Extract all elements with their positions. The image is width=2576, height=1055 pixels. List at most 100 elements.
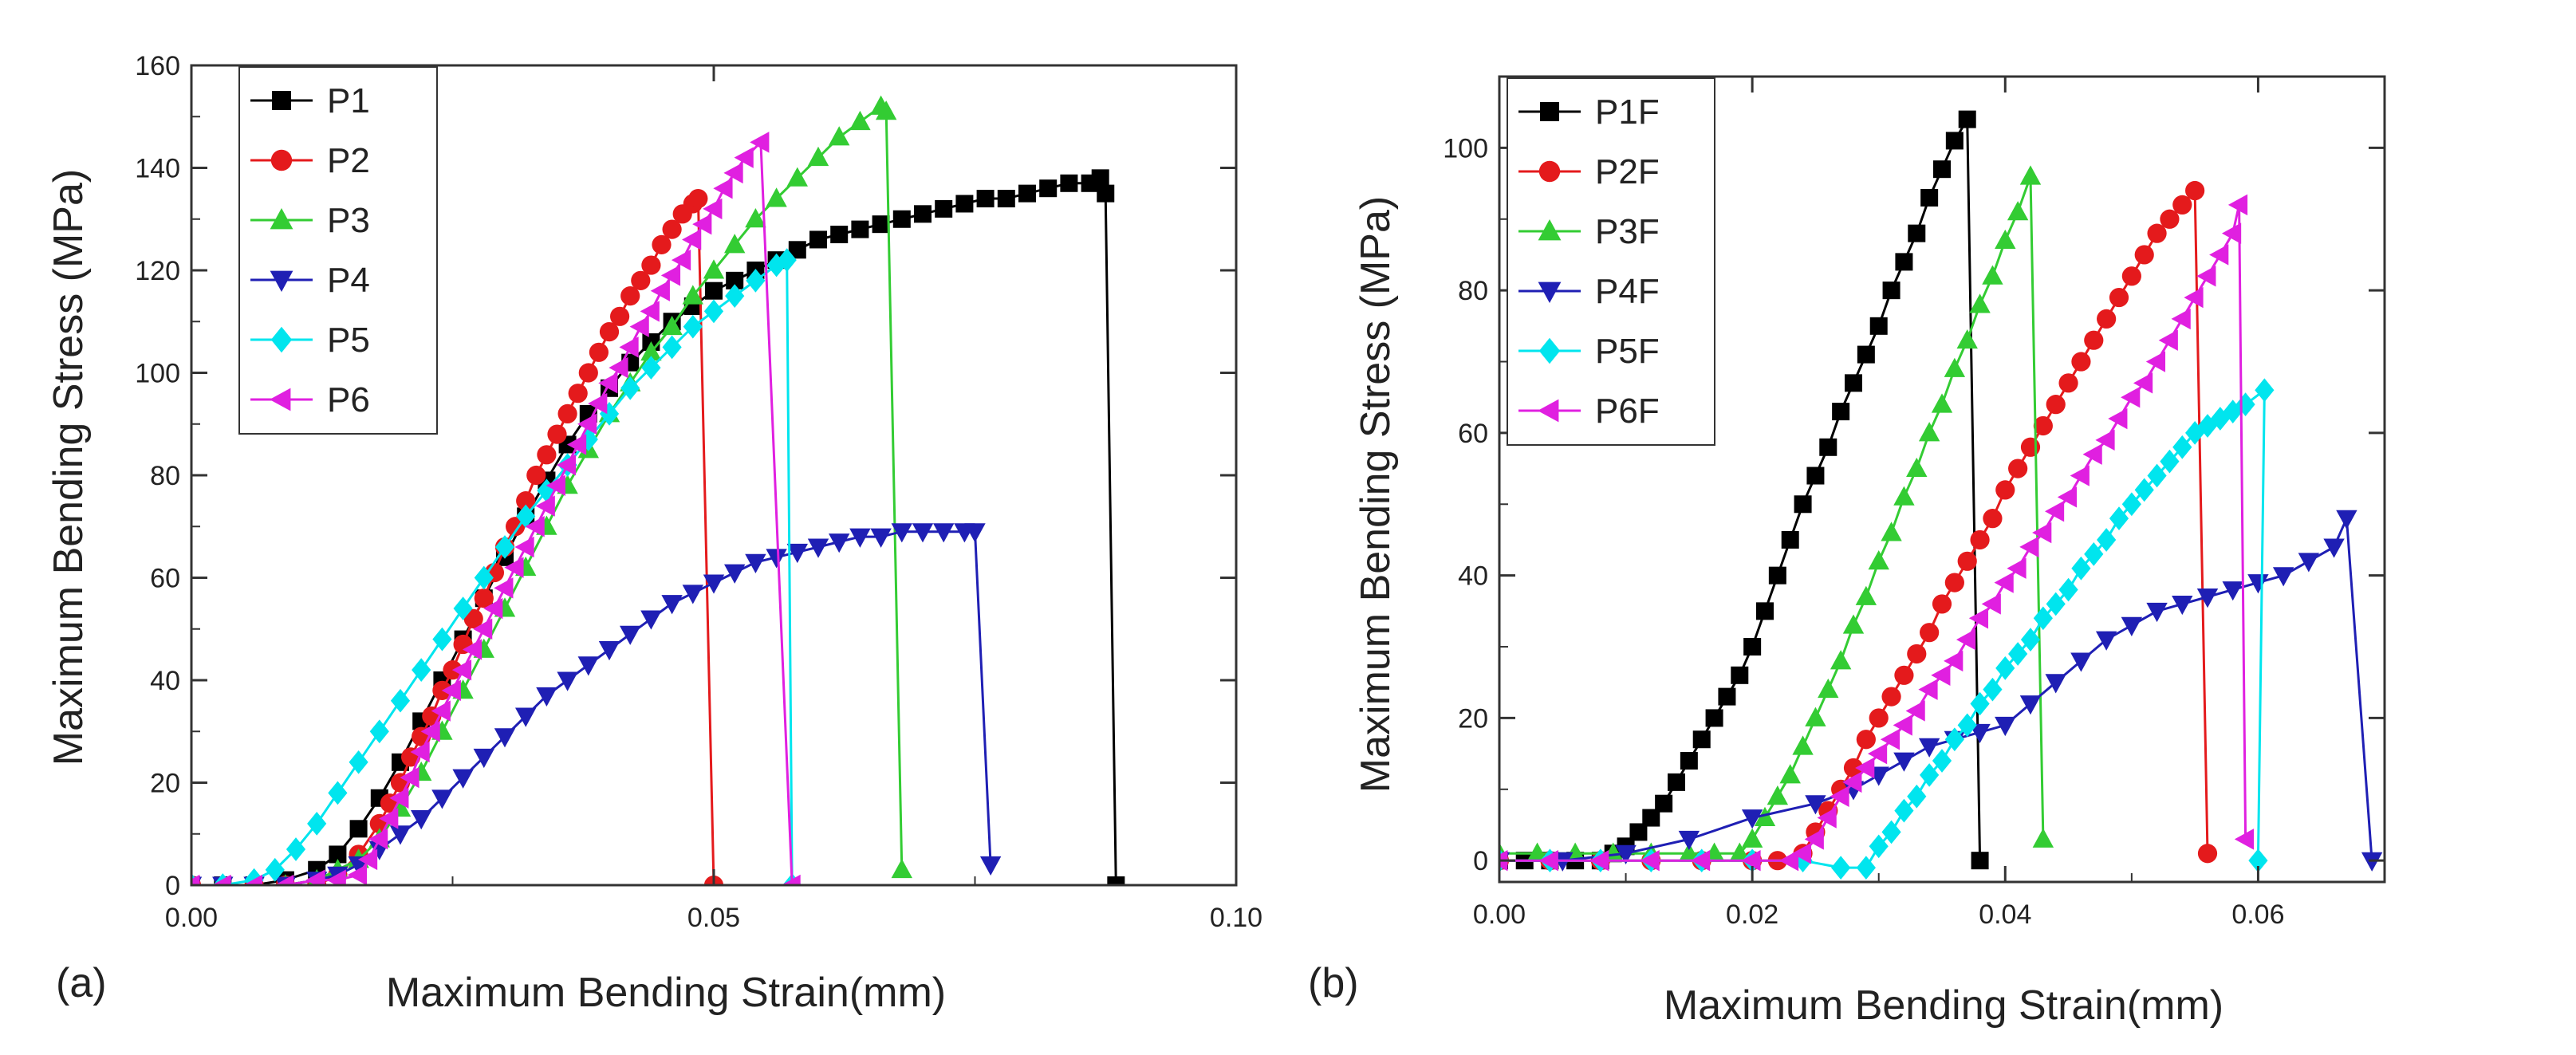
- panel-b-series-p3f-point: [1754, 806, 1776, 827]
- panel-b-y-tick-label: 80: [1458, 276, 1488, 306]
- panel-a-series-p2-point: [662, 219, 682, 239]
- panel-b-series-p5f-point: [2248, 848, 2268, 873]
- panel-a-series-p2-point: [631, 270, 651, 290]
- panel-b-series-p1f-point: [1668, 773, 1685, 791]
- panel-a-series-p6-point: [525, 516, 545, 537]
- panel-b-series-p1f-point: [1629, 823, 1648, 841]
- panel-a-series-p2-point: [526, 465, 546, 486]
- panel-b-series-p3f-point: [1881, 522, 1902, 541]
- panel-b-series-p1f-point: [1680, 752, 1698, 770]
- panel-b-legend-label-p6f: P6F: [1595, 392, 1660, 431]
- panel-b-series-p2f-point: [2185, 180, 2205, 201]
- panel-b-series-p3f-point: [1779, 764, 1801, 784]
- panel-b-series-p4f-point: [2095, 631, 2117, 651]
- panel-b-label: (b): [1308, 960, 1359, 1006]
- panel-a-series-p2-point: [620, 286, 640, 306]
- panel-b-series-p2f-point: [1907, 644, 1927, 664]
- panel-b-series-p6f-point: [2171, 308, 2191, 330]
- panel-a-x-axis-title: Maximum Bending Strain(mm): [386, 970, 946, 1016]
- panel-a-series-p6-line: [191, 139, 794, 885]
- panel-b-legend-label-p2f: P2F: [1595, 152, 1660, 191]
- panel-b-series-p2f-point: [2197, 844, 2218, 864]
- panel-b-series-p6f-point: [1842, 771, 1862, 793]
- panel-b-series-p3f-point: [1956, 329, 1978, 349]
- panel-b-series-p5f-point: [1995, 656, 2015, 680]
- panel-a-series-p5-point: [453, 596, 473, 620]
- panel-b-series-p5f-point: [2147, 463, 2167, 488]
- panel-b-legend-label-p4f: P4F: [1595, 272, 1660, 311]
- panel-b-series-p5f-point: [2046, 592, 2066, 616]
- panel-b-series-p1f-point: [1718, 687, 1736, 706]
- panel-a-series-p6-point: [305, 869, 325, 885]
- panel-b-series-p2f-point: [2046, 395, 2066, 415]
- panel-a-series-p6-point: [781, 874, 801, 885]
- panel-b-series-p6f-point: [2007, 557, 2027, 579]
- panel-a-series-p6-point: [494, 577, 514, 599]
- panel-b-series-p1f-point: [1781, 530, 1799, 549]
- panel-b-series-p3f-point: [2032, 828, 2054, 848]
- panel-a-series-p6-point: [357, 848, 378, 871]
- panel-b-series-p1f-point: [1642, 809, 1660, 827]
- panel-a-series-p3-line: [191, 104, 904, 885]
- panel-b-series-p6f-point: [1791, 843, 1812, 864]
- panel-a-legend-box: [238, 66, 438, 435]
- panel-b-series-p5f-point: [1881, 820, 1901, 844]
- panel-b-series-p5f-point: [2008, 642, 2028, 666]
- panel-b-y-tick-label: 40: [1458, 561, 1488, 592]
- panel-a-series-p6-point: [682, 229, 702, 250]
- panel-a-legend-swatch-marker-p6: [270, 388, 291, 411]
- panel-a-series-p6-point: [389, 787, 409, 809]
- panel-b-series-p6f-point: [1817, 807, 1837, 829]
- panel-a-series-p6-point: [274, 874, 294, 885]
- panel-a-series-p4-point: [964, 523, 986, 543]
- panel-a-series-p5-point: [328, 781, 348, 805]
- panel-a-series-p3-point: [745, 208, 766, 228]
- panel-a-series-p5-point: [662, 335, 682, 360]
- panel-a-series-p6-point: [535, 495, 555, 517]
- panel-a-series-p6-point: [400, 766, 419, 789]
- panel-a-series-p6-point: [326, 869, 346, 885]
- panel-b-series-p1f-point: [1971, 852, 1989, 870]
- panel-b-series-p6f-point: [1804, 829, 1824, 850]
- panel-a-series-p6-point: [750, 132, 770, 153]
- panel-a-series-p2-point: [474, 589, 494, 608]
- panel-a-series-p3-point: [891, 858, 912, 879]
- panel-a-series-p5-point: [265, 857, 285, 882]
- panel-a-series-p2-point: [599, 322, 620, 342]
- panel-a-series-p2-point: [537, 445, 557, 465]
- panel-b-series-p3f-point: [1982, 265, 2003, 285]
- panel-b-series-p4f-point: [1678, 830, 1700, 851]
- panel-b-series-p5f-point: [1957, 713, 1977, 738]
- panel-a-series-p4-point: [473, 748, 494, 769]
- panel-b-y-axis-title: Maximum Bending Stress (MPa): [1353, 196, 1399, 793]
- panel-b-series-p5f-point: [2109, 506, 2129, 531]
- panel-b-series-p4f-point: [2336, 510, 2357, 529]
- panel-a-legend-swatch-marker-p5: [270, 326, 293, 353]
- panel-a-series-p4-point: [536, 687, 557, 707]
- panel-b-series-p3f-point: [1678, 842, 1700, 862]
- panel-b-series-p1f-point: [1655, 794, 1673, 813]
- panel-a-series-p6-point: [514, 536, 534, 558]
- panel-b-series-p2f-point: [2109, 287, 2129, 308]
- panel-a-x-tick-label: 0.10: [1210, 903, 1262, 933]
- panel-a-legend-label-p1: P1: [327, 81, 370, 120]
- panel-a-series-p5-point: [516, 504, 536, 529]
- panel-b-series-p3f-point: [1918, 422, 1940, 442]
- panel-b-series-p6f-point: [2227, 194, 2248, 216]
- panel-b-series-p1f-point: [1819, 438, 1837, 456]
- panel-a-series-p6-point: [191, 874, 200, 885]
- panel-a-series-p5-point: [777, 248, 797, 272]
- panel-b-series-p2f-point: [1894, 665, 1914, 685]
- panel-b-series-p6f-point: [1944, 650, 1964, 672]
- panel-b-series-p3f-point: [1931, 393, 1953, 413]
- panel-a-series-p1-point: [1018, 184, 1036, 203]
- panel-b-series-p6f-point: [1994, 572, 2014, 593]
- panel-b-series-p6f-point: [2095, 429, 2115, 451]
- panel-a-y-tick-label: 120: [135, 256, 180, 286]
- panel-a-y-axis-title: Maximum Bending Stress (MPa): [45, 169, 92, 766]
- panel-b-series-p2f-point: [2058, 373, 2078, 393]
- panel-a-series-p5-point: [746, 269, 766, 293]
- panel-b-series-p6f-point: [2234, 829, 2255, 850]
- panel-a-series-p5-point: [369, 719, 389, 744]
- panel-a-series-p4-point: [979, 856, 1002, 876]
